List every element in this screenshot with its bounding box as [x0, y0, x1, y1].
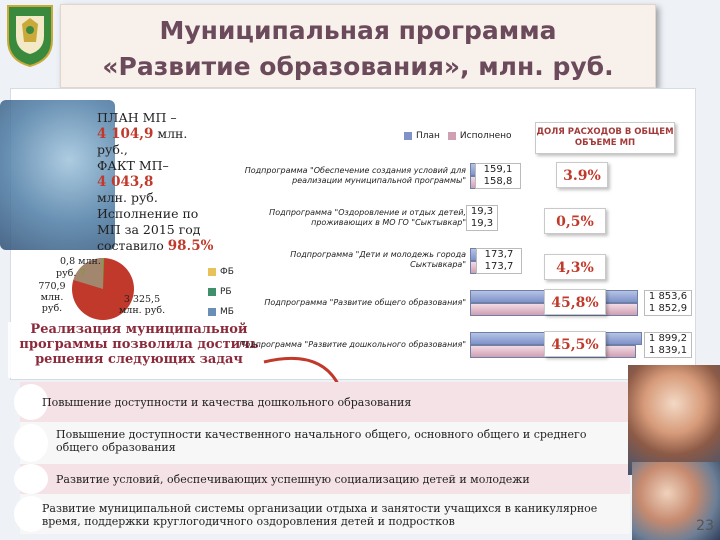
- task-bullet-1: [14, 384, 48, 420]
- legend-swatch-mb: [208, 308, 216, 316]
- task-item-4: Развитие муниципальной системы организац…: [42, 502, 598, 528]
- share-box-4: 45,8%: [544, 289, 606, 315]
- share-box-2: 0,5%: [544, 208, 606, 234]
- subprogram-label-4: Подпрограмма "Развитие общего образовани…: [264, 298, 466, 307]
- plan-fact-text: ПЛАН МП – 4 104,9 млн. руб., ФАКТ МП– 4 …: [97, 110, 215, 254]
- value-box-1: 159,1 158,8: [475, 163, 521, 189]
- pie-legend: ФБ РБ МБ: [208, 262, 234, 322]
- legend-swatch-fb: [208, 268, 216, 276]
- execution-year: МП за 2015 год: [97, 222, 201, 237]
- share-box-5: 45,5%: [544, 331, 606, 357]
- pie-label-fb: 0,8 млн.: [60, 256, 101, 267]
- legend-swatch-rb: [208, 288, 216, 296]
- task-bullet-3: [14, 464, 48, 494]
- pie-label-fb-unit: руб. 7: [56, 268, 86, 279]
- task-item-3: Развитие условий, обеспечивающих успешну…: [56, 473, 530, 486]
- title-line-2: «Развитие образования», млн. руб.: [102, 52, 614, 81]
- legend-swatch-plan: [404, 132, 412, 140]
- budget-pie-chart: [72, 257, 134, 320]
- subprogram-label-1: Подпрограмма "Обеспечение создания услов…: [244, 166, 466, 185]
- schoolgirl-photo: [628, 365, 720, 475]
- plan-unit: млн.: [153, 126, 188, 141]
- plan-value: 4 104,9: [97, 126, 154, 142]
- title-box: Муниципальная программа «Развитие образо…: [60, 4, 656, 88]
- task-band-1: [20, 382, 630, 422]
- subprogram-label-3: Подпрограмма "Дети и молодежь города Сык…: [290, 250, 466, 269]
- subprogram-label-2: Подпрограмма "Оздоровление и отдых детей…: [269, 208, 466, 227]
- pie-slice-rb: [73, 258, 103, 289]
- subprogram-label-5: Подпрограмма "Развитие дошкольного образ…: [239, 340, 466, 349]
- legend-swatch-fact: [447, 132, 456, 140]
- share-header: ДОЛЯ РАСХОДОВ В ОБЩЕМ ОБЪЕМЕ МП: [535, 122, 675, 154]
- execution-result-label: составило: [97, 238, 168, 253]
- child-photo: [0, 100, 115, 250]
- page-number: 23: [696, 518, 714, 534]
- plan-line: ПЛАН МП –: [97, 110, 177, 125]
- city-crest-logo: [2, 2, 58, 68]
- fact-unit: млн. руб.: [97, 190, 158, 205]
- value-box-2: 19,3 19,3: [466, 205, 498, 231]
- task-band-3: [20, 464, 630, 494]
- value-box-3: 173,7 173,7: [476, 248, 522, 274]
- legend-label-fb: ФБ: [220, 267, 234, 277]
- pie-label-rb: 770,9 млн. руб.: [38, 281, 66, 314]
- bar-legend: План Исполнено: [404, 131, 512, 141]
- value-box-4: 1 853,6 1 852,9: [644, 290, 692, 316]
- results-heading: Реализация муниципальной программы позво…: [8, 322, 270, 378]
- legend-label-fact: Исполнено: [459, 131, 512, 141]
- legend-label-plan: План: [416, 131, 440, 141]
- legend-label-mb: МБ: [220, 307, 234, 317]
- task-bullet-2: [14, 424, 48, 462]
- share-box-3: 4,3%: [544, 254, 606, 280]
- fact-value: 4 043,8: [97, 174, 154, 190]
- execution-line: Исполнение по: [97, 206, 199, 221]
- results-heading-line-2: программы позволила достичь: [19, 337, 259, 352]
- pie-slice-fb: [103, 257, 105, 289]
- value-box-5: 1 899,2 1 839,1: [644, 332, 692, 358]
- results-heading-line-3: решения следующих задач: [35, 352, 243, 367]
- plan-unit-2: руб.,: [97, 142, 128, 157]
- title-line-1: Муниципальная программа: [159, 16, 557, 45]
- task-item-1: Повышение доступности и качества дошколь…: [42, 396, 412, 409]
- legend-label-rb: РБ: [220, 287, 232, 297]
- task-band-2: [20, 422, 630, 464]
- task-band-4: [20, 494, 630, 534]
- share-box-1: 3.9%: [556, 162, 608, 188]
- fact-line: ФАКТ МП–: [97, 158, 169, 173]
- students-photo: [632, 462, 720, 540]
- pie-label-mb: 3 325,5 млн. руб.: [118, 294, 166, 316]
- results-heading-line-1: Реализация муниципальной: [30, 322, 248, 337]
- task-bullet-4: [14, 496, 48, 532]
- task-item-2: Повышение доступности качественного нача…: [56, 428, 587, 454]
